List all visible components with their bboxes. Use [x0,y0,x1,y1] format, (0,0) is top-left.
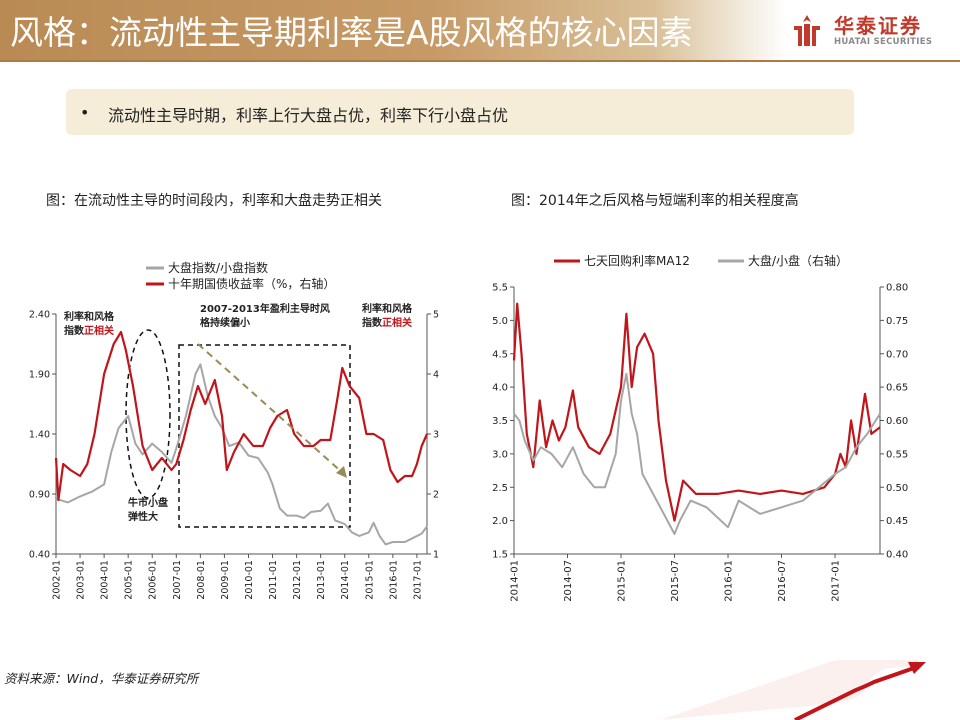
right-axis-tick-label: 0.80 [886,283,908,294]
right-axis-tick-label: 0.45 [886,516,908,527]
series-line-1 [513,372,881,535]
x-axis-tick-label: 2015-01 [617,560,628,602]
left-axis-tick-label: 2.40 [29,310,50,321]
legend-label-ratio: 大盘/小盘（右轴） [748,253,848,268]
left-axis-tick-label: 1.5 [492,550,508,561]
left-axis-tick-label: 2.0 [492,516,508,527]
right-axis-tick-label: 5.60 [433,310,440,321]
right-note-line1: 利率和风格 [362,302,413,315]
x-axis-tick-label: 2013-01 [316,560,327,600]
legend-label-repo: 七天回购利率MA12 [584,253,690,268]
mid-note-line1: 2007-2013年盈利主导时风 [200,302,330,315]
decorative-arrow-icon [660,660,926,720]
source-note: 资料来源：Wind，华泰证券研究所 [4,671,199,686]
right-axis-tick-label: 0.65 [886,383,908,394]
x-axis-tick-label: 2014-01 [340,560,351,600]
right-axis-tick-label: 0.55 [886,449,908,460]
logo-english-name: HUATAI SECURITIES [834,37,933,47]
page-title: 风格：流动性主导期利率是A股风格的核心因素 [10,13,693,52]
left-axis-tick-label: 0.90 [29,490,50,501]
x-axis-tick-label: 2011-01 [268,560,279,600]
right-note-line2: 指数正相关 [362,316,412,329]
x-axis-tick-label: 2015-07 [670,560,681,602]
right-axis-tick-label: 0.40 [886,550,908,561]
x-axis-tick-label: 2006-01 [148,560,159,600]
right-line-chart: 七天回购利率MA12 大盘/小盘（右轴） 5.5 5.0 4.5 4.0 3.5 3.0 2… [492,253,908,602]
right-axis-tick-label: 4.60 [433,370,440,381]
series-line-0 [512,302,881,522]
x-axis-tick-label: 2016-01 [724,560,735,602]
x-axis-tick-label: 2014-07 [563,560,574,602]
right-note-prefix: 指数 [362,316,383,329]
x-axis-tick-label: 2017-01 [412,560,423,600]
right-axis-tick-label: 0.60 [886,416,908,427]
key-point-text: 流动性主导时期，利率上行大盘占优，利率下行小盘占优 [108,106,509,125]
x-axis-tick-label: 2009-01 [220,560,231,600]
left-note-prefix: 指数 [64,324,85,337]
x-axis-tick-label: 2004-01 [100,560,111,600]
left-axis-tick-label: 5.0 [492,316,508,327]
x-axis-tick-label: 2002-01 [52,560,63,600]
left-axis-tick-label: 4.5 [492,349,508,360]
right-chart-legend: 七天回购利率MA12 大盘/小盘（右轴） [554,253,848,268]
right-axis-tick-label: 0.75 [886,316,908,327]
left-axis-tick-label: 1.90 [29,370,50,381]
x-axis-tick-label: 2005-01 [124,560,135,600]
left-note-highlight: 正相关 [84,324,114,337]
mid-note-line2: 格持续偏小 [200,316,250,329]
x-axis-tick-label: 2015-01 [364,560,375,600]
company-logo: 华泰证券 HUATAI SECURITIES [788,10,948,52]
profit-period-box [178,344,351,528]
left-axis-tick-label: 2.5 [492,483,508,494]
bullet-dot-icon: • [80,103,90,122]
trend-arrow [197,343,345,475]
right-axis-tick-label: 2.60 [433,490,440,501]
right-axis-tick-label: 0.50 [886,483,908,494]
right-axis-tick-label: 3.60 [433,430,440,441]
left-axis-tick-label: 3.5 [492,416,508,427]
right-axis-tick-label: 1.60 [433,550,440,561]
right-figure-caption: 图：2014年之后风格与短端利率的相关程度高 [511,193,799,209]
logo-chinese-name: 华泰证券 [834,14,922,38]
left-note-line2: 指数正相关 [64,324,114,337]
x-axis-tick-label: 2010-01 [244,560,255,600]
x-axis-tick-label: 2016-01 [388,560,399,600]
left-axis-tick-label: 5.5 [492,283,508,294]
bull-note-line2: 弹性大 [128,510,158,523]
left-line-chart: 大盘指数/小盘指数 十年期国债收益率（%，右轴） 2.40 1.90 1.40 0.9… [29,260,440,600]
title-divider [0,60,960,62]
legend-label-yield: 十年期国债收益率（%，右轴） [168,276,335,291]
left-axis-tick-label: 1.40 [29,430,50,441]
left-chart-legend: 大盘指数/小盘指数 十年期国债收益率（%，右轴） [146,260,335,291]
left-axis-tick-label: 3.0 [492,449,508,460]
x-axis-tick-label: 2012-01 [292,560,303,600]
x-axis-tick-label: 2017-01 [831,560,842,602]
x-axis-tick-label: 2003-01 [76,560,87,600]
x-axis-tick-label: 2007-01 [172,560,183,600]
left-figure-caption: 图：在流动性主导的时间段内，利率和大盘走势正相关 [46,193,382,209]
left-chart-panel: 大盘指数/小盘指数 十年期国债收益率（%，右轴） 2.40 1.90 1.40 0.9… [18,242,440,650]
x-axis-tick-label: 2014-01 [510,560,521,602]
key-point-box: • 流动性主导时期，利率上行大盘占优，利率下行小盘占优 [66,89,854,135]
left-axis-tick-label: 4.0 [492,383,508,394]
left-axis-tick-label: 0.40 [29,550,50,561]
right-note-highlight: 正相关 [382,316,412,329]
huatai-logo-icon [794,15,820,46]
bull-market-ellipse [125,329,171,499]
x-axis-tick-label: 2008-01 [196,560,207,600]
trend-arrow-head-icon [336,466,347,478]
bull-note-line1: 牛市小盘 [128,496,168,509]
right-chart-panel: 七天回购利率MA12 大盘/小盘（右轴） 5.5 5.0 4.5 4.0 3.5 3.0 2… [470,242,920,650]
legend-label-ratio: 大盘指数/小盘指数 [168,260,268,275]
series-line-1 [54,330,429,502]
left-note-line1: 利率和风格 [64,310,115,323]
series-line-0 [55,363,428,546]
right-axis-tick-label: 0.70 [886,349,908,360]
x-axis-tick-label: 2016-07 [777,560,788,602]
